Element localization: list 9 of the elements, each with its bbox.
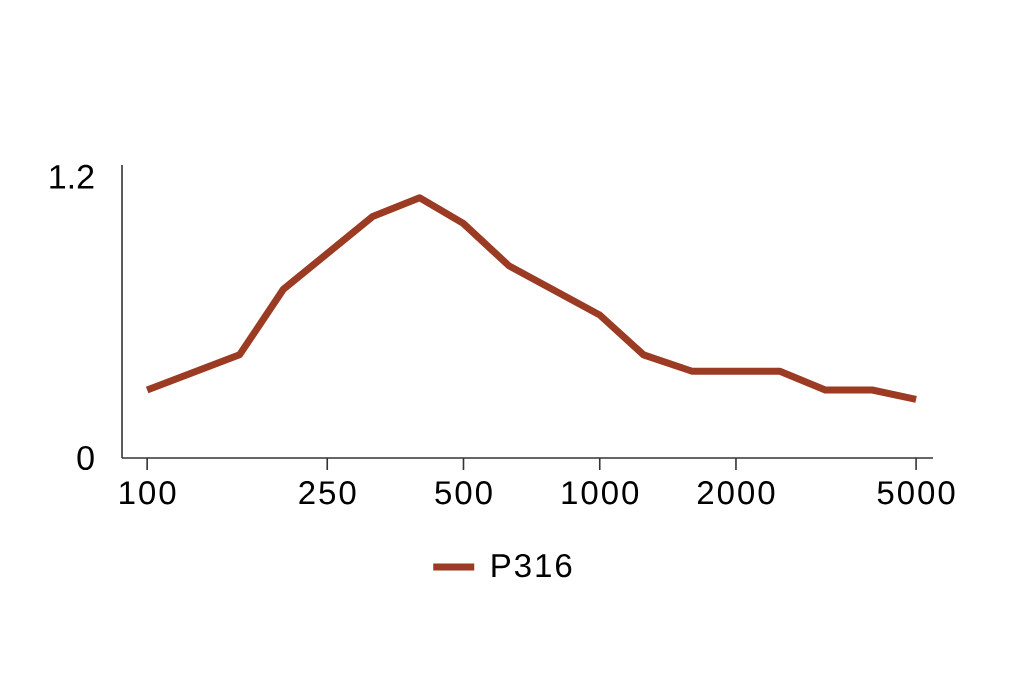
x-tick-label: 1000 xyxy=(562,481,639,505)
legend-label: P316 xyxy=(492,553,572,578)
x-tick-label: 100 xyxy=(120,481,176,505)
x-tick-label: 500 xyxy=(435,481,492,505)
x-tick-label: 5000 xyxy=(877,481,955,505)
y-tick-label: 0 xyxy=(77,445,94,471)
y-tick-label: 1.2 xyxy=(50,164,94,189)
x-tick-label: 2000 xyxy=(697,481,775,505)
x-tick-label: 250 xyxy=(299,481,356,505)
